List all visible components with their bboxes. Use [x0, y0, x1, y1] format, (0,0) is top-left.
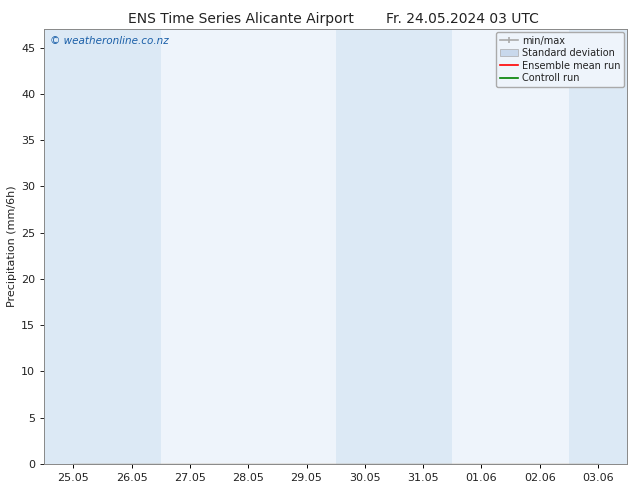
Y-axis label: Precipitation (mm/6h): Precipitation (mm/6h): [7, 186, 17, 307]
Bar: [394, 29, 452, 464]
Text: Fr. 24.05.2024 03 UTC: Fr. 24.05.2024 03 UTC: [386, 12, 540, 26]
Bar: [103, 29, 161, 464]
Bar: [335, 29, 394, 464]
Text: © weatheronline.co.nz: © weatheronline.co.nz: [50, 35, 169, 46]
Bar: [569, 29, 627, 464]
Bar: [44, 29, 103, 464]
Text: ENS Time Series Alicante Airport: ENS Time Series Alicante Airport: [128, 12, 354, 26]
Legend: min/max, Standard deviation, Ensemble mean run, Controll run: min/max, Standard deviation, Ensemble me…: [496, 32, 624, 87]
